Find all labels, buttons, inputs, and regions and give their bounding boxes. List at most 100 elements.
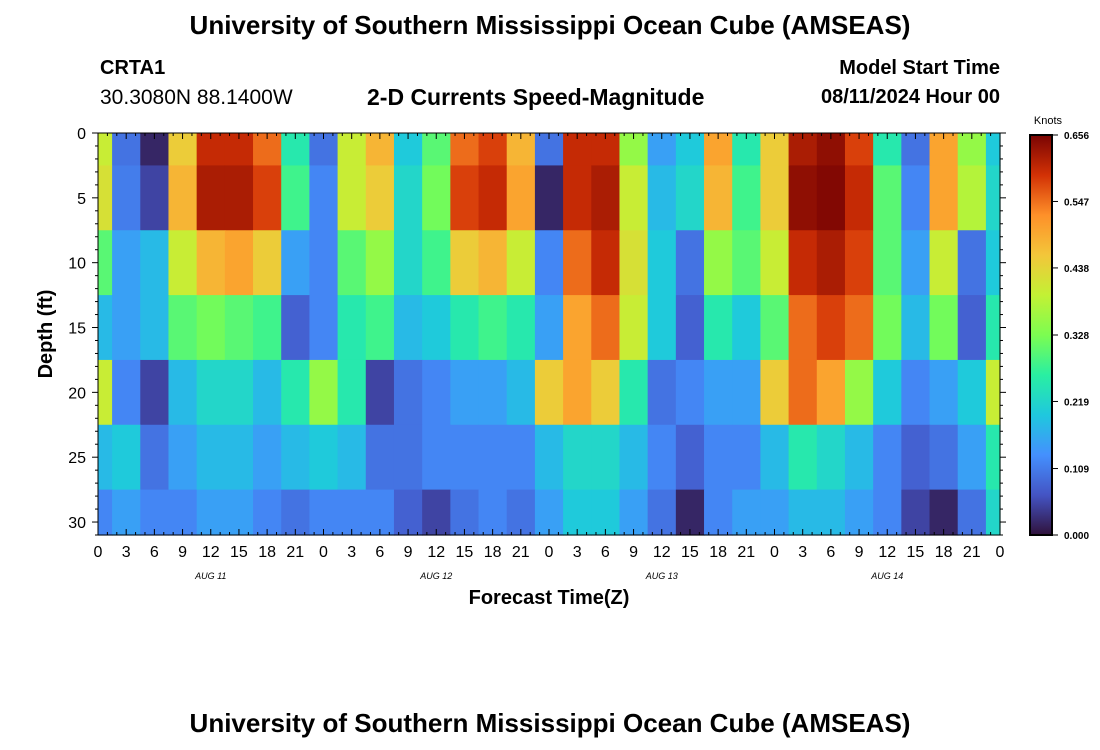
- heatmap-cell: [309, 230, 339, 296]
- heatmap-cell: [816, 359, 846, 426]
- heatmap-cell: [563, 359, 592, 426]
- heatmap-cell: [506, 165, 536, 231]
- heatmap-cell: [647, 424, 677, 491]
- heatmap-cell: [647, 230, 677, 296]
- heatmap-cell: [478, 165, 508, 231]
- colorbar-tick-label: 0.109: [1064, 465, 1089, 476]
- heatmap-cell: [196, 230, 226, 296]
- colorbar-ticks: 0.000 0.109 0.219 0.328 0.438 0.547 0.656: [1052, 131, 1089, 542]
- colorbar-label: Knots: [1034, 115, 1063, 127]
- heatmap-cell: [337, 295, 367, 361]
- x-tick-label: 9: [629, 544, 638, 561]
- footer-title: University of Southern Mississippi Ocean…: [189, 708, 911, 738]
- heatmap-cell: [478, 359, 508, 426]
- heatmap-cell: [337, 424, 367, 491]
- model-start-value: 08/11/2024 Hour 00: [820, 86, 1000, 108]
- heatmap-cell: [844, 359, 874, 426]
- heatmap-cell: [506, 295, 536, 361]
- heatmap-cell: [393, 489, 423, 536]
- heatmap-cell: [563, 424, 592, 491]
- heatmap-cell: [957, 165, 987, 231]
- heatmap-cell: [140, 424, 170, 491]
- heatmap-cell: [901, 230, 931, 296]
- x-tick-label: 18: [709, 544, 727, 561]
- heatmap-cell: [591, 424, 621, 491]
- heatmap-cell: [732, 489, 762, 536]
- heatmap-cell: [422, 489, 451, 536]
- heatmap-cell: [98, 133, 113, 167]
- heatmap-cell: [112, 230, 141, 296]
- x-tick-label: 15: [230, 544, 248, 561]
- heatmap-cell: [704, 165, 733, 231]
- heatmap-cell: [816, 489, 846, 536]
- x-tick-label: 0: [545, 544, 554, 561]
- heatmap-cell: [168, 230, 198, 296]
- y-tick-label: 0: [77, 126, 86, 143]
- heatmap-cell: [985, 133, 1001, 167]
- heatmap-cell: [450, 359, 480, 426]
- colorbar-tick-label: 0.547: [1064, 197, 1089, 208]
- date-label: AUG 14: [870, 571, 903, 581]
- heatmap-cell: [337, 230, 367, 296]
- x-tick-label: 3: [573, 544, 582, 561]
- x-tick-label: 15: [907, 544, 925, 561]
- x-tick-label: 21: [512, 544, 530, 561]
- heatmap-cell: [591, 489, 621, 536]
- heatmap-cell: [534, 295, 564, 361]
- heatmap-cell: [112, 359, 141, 426]
- x-tick-label: 0: [94, 544, 103, 561]
- heatmap-cell: [253, 489, 282, 536]
- heatmap-cell: [168, 295, 198, 361]
- heatmap-cell: [365, 489, 395, 536]
- heatmap-cell: [393, 230, 423, 296]
- heatmap-cell: [309, 424, 339, 491]
- heatmap-cell: [901, 424, 931, 491]
- heatmap-cell: [929, 359, 959, 426]
- y-axis-label: Depth (ft): [35, 290, 57, 379]
- heatmap-cell: [760, 424, 790, 491]
- heatmap-cell: [196, 165, 226, 231]
- heatmap-cell: [901, 165, 931, 231]
- heatmap-cell: [98, 295, 113, 361]
- heatmap-cell: [929, 489, 959, 536]
- heatmap-cell: [253, 295, 282, 361]
- heatmap-cell: [985, 295, 1001, 361]
- heatmap-cell: [732, 165, 762, 231]
- heatmap-cell: [816, 230, 846, 296]
- heatmap-cell: [788, 165, 818, 231]
- heatmap-cell: [675, 424, 705, 491]
- x-tick-label: 6: [375, 544, 384, 561]
- heatmap-cell: [309, 489, 339, 536]
- heatmap-cell: [591, 230, 621, 296]
- heatmap-cell: [563, 230, 592, 296]
- x-axis-label: Forecast Time(Z): [469, 587, 630, 609]
- x-tick-label: 18: [935, 544, 953, 561]
- heatmap-cell: [957, 489, 987, 536]
- heatmap-cell: [788, 424, 818, 491]
- x-tick-label: 18: [484, 544, 502, 561]
- date-label: AUG 13: [645, 571, 678, 581]
- heatmap-cell: [196, 424, 226, 491]
- heatmap-cell: [760, 165, 790, 231]
- heatmap-cell: [704, 295, 733, 361]
- heatmap-cell: [816, 424, 846, 491]
- station-name: CRTA1: [100, 57, 166, 79]
- heatmap-cell: [704, 424, 733, 491]
- x-tick-label: 12: [653, 544, 671, 561]
- y-tick-label: 30: [68, 515, 86, 532]
- heatmap-cell: [844, 424, 874, 491]
- heatmap-cell: [873, 424, 902, 491]
- heatmap-cell: [196, 295, 226, 361]
- x-tick-label: 9: [855, 544, 864, 561]
- colorbar-tick-label: 0.219: [1064, 397, 1089, 408]
- x-tick-label: 3: [347, 544, 356, 561]
- heatmap-cell: [760, 489, 790, 536]
- y-tick-label: 25: [68, 450, 86, 467]
- y-tick-label: 15: [68, 321, 86, 338]
- heatmap-cell: [506, 424, 536, 491]
- heatmap-cell: [647, 295, 677, 361]
- heatmap-cell: [901, 295, 931, 361]
- heatmap-cell: [478, 295, 508, 361]
- x-tick-label: 12: [878, 544, 896, 561]
- heatmap-cell: [929, 424, 959, 491]
